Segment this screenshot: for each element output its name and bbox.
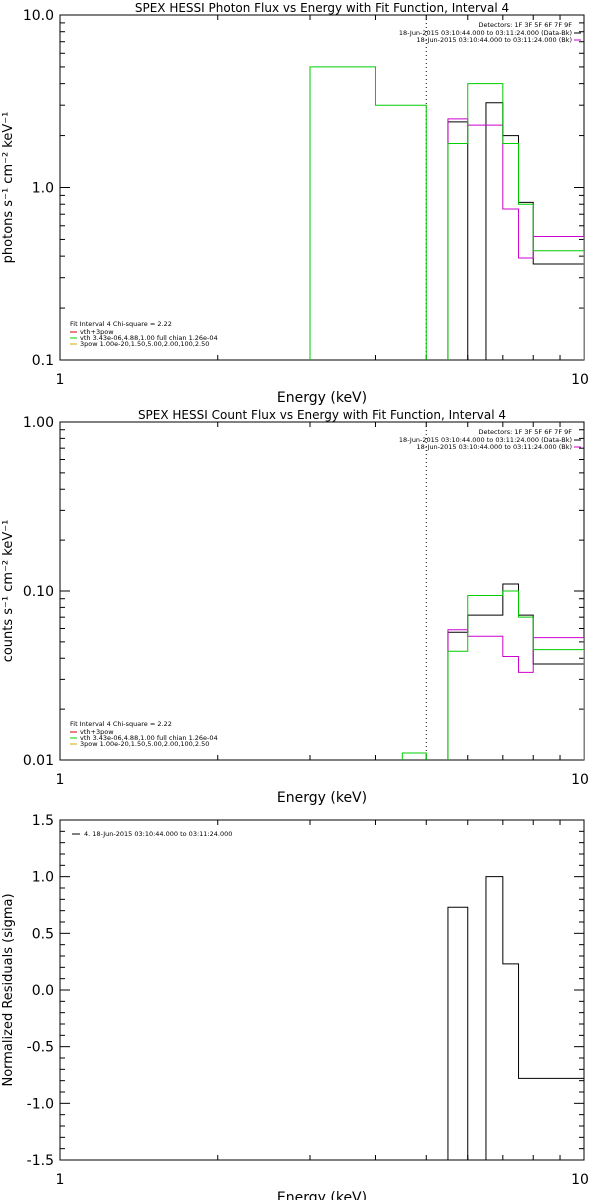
legend-label: 3pow 1.00e-20,1.50,5.00,2.00,100,2.50 bbox=[80, 740, 209, 748]
series-line-1 bbox=[447, 102, 584, 360]
y-tick-label: 0.5 bbox=[32, 926, 54, 942]
chart-title: SPEX HESSI Photon Flux vs Energy with Fi… bbox=[135, 1, 509, 15]
x-tick-label: 1 bbox=[56, 772, 65, 788]
legend-detectors: Detectors: 1F 3F 5F 6F 7F 9F bbox=[478, 428, 572, 436]
y-tick-label: 1.0 bbox=[32, 870, 54, 886]
y-tick-label: -0.5 bbox=[27, 1040, 54, 1056]
legend-label: vth+3pow bbox=[80, 328, 114, 336]
y-tick-label: 1.0 bbox=[32, 181, 54, 197]
legend-label: vth 3.43e-06,4.88,1.00 full chian 1.26e-… bbox=[80, 734, 218, 742]
y-tick-label: 0.10 bbox=[23, 584, 54, 600]
legend-label: 18-Jun-2015 03:10:44.000 to 03:11:24.000… bbox=[399, 29, 572, 37]
legend-label: 18-Jun-2015 03:10:44.000 to 03:11:24.000… bbox=[417, 36, 572, 44]
legend-top-right: Detectors: 1F 3F 5F 6F 7F 9F18-Jun-2015 … bbox=[399, 428, 581, 451]
legend-bottom-left: Fit Interval 4 Chi-square = 2.22vth+3pow… bbox=[70, 320, 218, 348]
x-axis-label: Energy (keV) bbox=[277, 790, 367, 806]
x-tick-label: 10 bbox=[571, 372, 589, 388]
y-tick-label: -1.0 bbox=[27, 1096, 54, 1112]
chart-title: SPEX HESSI Count Flux vs Energy with Fit… bbox=[138, 408, 506, 422]
chart-panel-3: 1 10 1.5 1.0 0.5 0.0 -0.5 -1.0 -1.5 Energy (keV) N… bbox=[1, 813, 589, 1200]
series-line-1 bbox=[447, 583, 584, 760]
y-axis-label: photons s⁻¹ cm⁻² keV⁻¹ bbox=[1, 112, 16, 264]
legend-bottom-left: Fit Interval 4 Chi-square = 2.22vth+3pow… bbox=[70, 720, 218, 748]
legend-label: 3pow 1.00e-20,1.50,5.00,2.00,100,2.50 bbox=[80, 340, 209, 348]
x-tick-label: 1 bbox=[56, 372, 65, 388]
y-tick-label: 0.01 bbox=[23, 753, 54, 769]
x-tick-label: 10 bbox=[571, 772, 589, 788]
series-line-3 bbox=[309, 66, 584, 360]
legend-top-right: Detectors: 1F 3F 5F 6F 7F 9F18-Jun-2015 … bbox=[399, 21, 581, 44]
y-tick-label: 10.0 bbox=[23, 8, 54, 24]
plot-frame bbox=[59, 819, 585, 1161]
series-line-1 bbox=[447, 876, 584, 1160]
legend-label: 4. 18-Jun-2015 03:10:44.000 to 03:11:24.… bbox=[84, 830, 232, 838]
series-line-2 bbox=[447, 629, 584, 760]
legend-top-left: 4. 18-Jun-2015 03:10:44.000 to 03:11:24.… bbox=[72, 830, 232, 838]
legend-label: vth 3.43e-06,4.88,1.00 full chian 1.26e-… bbox=[80, 334, 218, 342]
legend-detectors: Detectors: 1F 3F 5F 6F 7F 9F bbox=[478, 21, 572, 29]
legend-fit-header: Fit Interval 4 Chi-square = 2.22 bbox=[70, 720, 172, 728]
y-axis-label: Normalized Residuals (sigma) bbox=[1, 893, 16, 1086]
y-tick-label: -1.5 bbox=[27, 1153, 54, 1169]
legend-fit-header: Fit Interval 4 Chi-square = 2.22 bbox=[70, 320, 172, 328]
y-tick-label: 1.00 bbox=[23, 415, 54, 431]
x-tick-label: 10 bbox=[571, 1172, 589, 1188]
legend-label: 18-Jun-2015 03:10:44.000 to 03:11:24.000… bbox=[399, 436, 572, 444]
chart-panel-1: 1 10 0.1 1.0 10.0 SPEX HESSI Photon Flux vs E… bbox=[1, 1, 589, 406]
legend-label: 18-Jun-2015 03:10:44.000 to 03:11:24.000… bbox=[417, 443, 572, 451]
y-tick-label: 0.0 bbox=[32, 983, 54, 999]
legend-label: vth+3pow bbox=[80, 728, 114, 736]
y-tick-label: 1.5 bbox=[32, 813, 54, 829]
y-axis-label: counts s⁻¹ cm⁻² keV⁻¹ bbox=[1, 520, 16, 663]
y-tick-label: 0.1 bbox=[32, 353, 54, 369]
chart-panel-2: 1 10 0.01 0.10 1.00 SPEX HESSI Count Flux vs … bbox=[1, 408, 589, 806]
series-line-3 bbox=[401, 590, 584, 760]
x-axis-label: Energy (keV) bbox=[277, 390, 367, 406]
x-axis-label: Energy (keV) bbox=[277, 1190, 367, 1200]
x-tick-label: 1 bbox=[56, 1172, 65, 1188]
